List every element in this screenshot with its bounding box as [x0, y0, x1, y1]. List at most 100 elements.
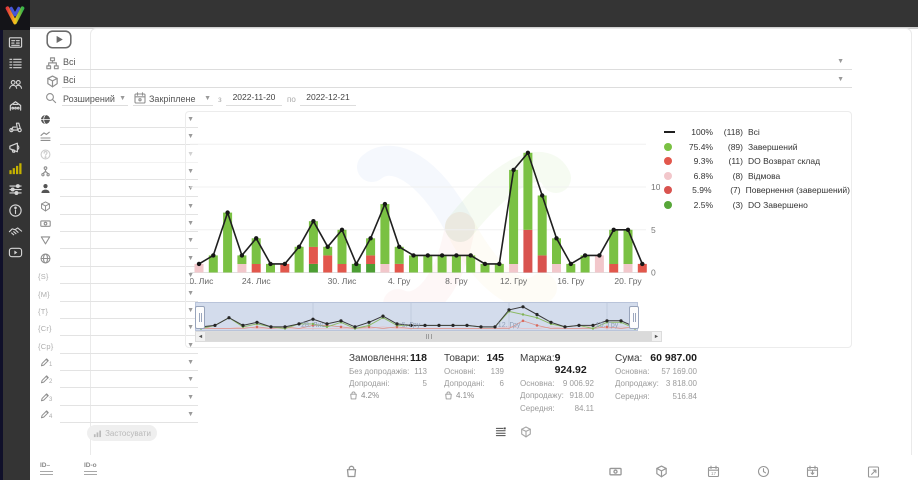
- chevron-down-icon: ▼: [187, 306, 194, 314]
- legend-item[interactable]: 5.9% (7) Повернення (завершений): [664, 183, 850, 198]
- filter-select[interactable]: [60, 339, 198, 354]
- legend-item[interactable]: 2.5% (3) DO Завершено: [664, 198, 850, 213]
- legend-dot-swatch: [664, 142, 672, 151]
- filter-select[interactable]: [60, 321, 198, 337]
- column-header-clock[interactable]: [757, 465, 770, 478]
- sidebar-item-analytics[interactable]: [0, 158, 30, 179]
- stat-column: Маржа: 9 924.92 Основна: 9 006.92 Допродажу:…: [520, 352, 594, 413]
- filter-select[interactable]: [60, 408, 198, 423]
- legend-percent: 5.9%: [692, 185, 712, 196]
- stat-row-label: Основна:: [520, 379, 555, 389]
- filter-select[interactable]: [60, 391, 198, 406]
- date-to-input[interactable]: 2022-12-21: [300, 92, 356, 106]
- legend-item[interactable]: 6.8% (8) Відмова: [664, 169, 850, 184]
- filter-select[interactable]: [60, 287, 198, 302]
- person-icon: [41, 184, 50, 194]
- status-filter-select[interactable]: Всі ▼: [62, 54, 852, 70]
- filter-select[interactable]: [60, 200, 198, 215]
- legend-percent: 75.4%: [688, 141, 713, 152]
- filter-select[interactable]: [60, 234, 198, 250]
- sliders-icon: [8, 184, 22, 195]
- column-header-bag[interactable]: [345, 465, 358, 478]
- filter-select[interactable]: [60, 217, 198, 233]
- search-mode-select[interactable]: Розширений ▼: [62, 91, 128, 106]
- legend-item[interactable]: 100% (118) Всі: [664, 125, 850, 140]
- filter-select[interactable]: [60, 252, 198, 267]
- column-header-calendar-date[interactable]: 17: [707, 465, 720, 478]
- scrollbar-thumb[interactable]: [205, 332, 652, 341]
- stat-row-value: 139: [490, 367, 504, 377]
- legend-label: Завершений: [748, 141, 798, 152]
- range-handle-left[interactable]: [195, 306, 205, 329]
- sidebar-item-settings[interactable]: [0, 179, 30, 200]
- pencil-icon: [40, 410, 49, 419]
- filter-select[interactable]: [60, 356, 198, 371]
- column-header-id-secondary[interactable]: ID-о: [84, 462, 97, 475]
- sidebar-item-dashboard[interactable]: [0, 32, 30, 53]
- legend-item[interactable]: 75.4% (89) Завершений: [664, 140, 850, 155]
- sidebar-item-video[interactable]: [0, 242, 30, 263]
- chevron-down-icon: ▼: [187, 410, 194, 418]
- mini-chart-icon: [93, 430, 102, 437]
- stat-row-value: 918.00: [569, 391, 594, 401]
- trend-icon: [40, 131, 51, 142]
- filter-row-funnel: ▼: [38, 234, 198, 250]
- stat-title-value: 118: [410, 352, 427, 364]
- package-icon: [47, 75, 58, 88]
- chart-range-navigator[interactable]: 28. Лис 5. Гру 12. Гру 19. Гру: [195, 302, 638, 331]
- apply-button[interactable]: Застосувати: [87, 425, 157, 441]
- video-help-button[interactable]: [46, 30, 72, 49]
- sidebar-item-clients[interactable]: [0, 74, 30, 95]
- svg-text:0: 0: [651, 268, 656, 278]
- view-toggle-list-sort[interactable]: [495, 426, 507, 438]
- app-logo[interactable]: [0, 0, 30, 30]
- filter-select[interactable]: [60, 113, 198, 128]
- column-header-id[interactable]: ID–: [40, 462, 53, 475]
- table-header-row: ID– ID-о 17: [30, 455, 918, 480]
- package-icon: [656, 465, 667, 478]
- sidebar-item-partners[interactable]: [0, 221, 30, 242]
- calendar-icon: [134, 92, 146, 104]
- stat-title-label: Сума:: [615, 353, 643, 364]
- filter-row-hierarchy: ▼: [38, 165, 198, 181]
- filter-select[interactable]: [60, 269, 198, 285]
- filter-select[interactable]: [60, 130, 198, 146]
- filter-select[interactable]: [60, 304, 198, 319]
- sidebar-item-marketing[interactable]: [0, 137, 30, 158]
- scooter-icon: [8, 122, 22, 133]
- sidebar-item-info[interactable]: [0, 200, 30, 221]
- legend-dot-swatch: [664, 200, 672, 209]
- column-header-calendar-out[interactable]: [867, 465, 880, 478]
- products-filter-select[interactable]: Всі ▼: [62, 72, 852, 88]
- view-toggle-package[interactable]: [520, 426, 532, 438]
- chart-scrollbar[interactable]: ◄ ►: [195, 331, 662, 342]
- scroll-right-icon[interactable]: ►: [653, 333, 660, 340]
- bag-icon: [350, 391, 357, 400]
- sidebar-item-delivery[interactable]: [0, 116, 30, 137]
- chevron-down-icon: ▼: [187, 220, 194, 228]
- sidebar-item-company[interactable]: [0, 95, 30, 116]
- legend-dot-swatch: [664, 186, 672, 195]
- filter-select[interactable]: [60, 165, 198, 181]
- filter-select[interactable]: [60, 373, 198, 389]
- legend-item[interactable]: 9.3% (11) DO Возврат склад: [664, 154, 850, 169]
- column-header-calendar-in[interactable]: [806, 465, 819, 478]
- pencil-icon: [40, 393, 49, 401]
- sidebar: [0, 29, 30, 480]
- filter-select[interactable]: [60, 182, 198, 198]
- filter-select[interactable]: [60, 148, 198, 163]
- calendar-icon: [134, 92, 146, 104]
- date-from-input[interactable]: 2022-11-20: [226, 92, 282, 106]
- range-handle-right[interactable]: [629, 306, 639, 329]
- chart-card: [185, 111, 852, 348]
- scroll-left-icon[interactable]: ◄: [197, 333, 204, 340]
- sidebar-item-orders[interactable]: [0, 53, 30, 74]
- globe-filled-icon: [40, 114, 51, 125]
- column-header-package[interactable]: [655, 465, 668, 478]
- stat-row-label: Без допродажів:: [349, 367, 410, 377]
- period-mode-select[interactable]: Закріплене ▼: [133, 91, 213, 106]
- svg-text:4. Гру: 4. Гру: [388, 276, 411, 286]
- svg-text:20. Гру: 20. Гру: [614, 276, 642, 286]
- column-header-banknote[interactable]: [609, 465, 622, 478]
- list-icon: [8, 58, 22, 69]
